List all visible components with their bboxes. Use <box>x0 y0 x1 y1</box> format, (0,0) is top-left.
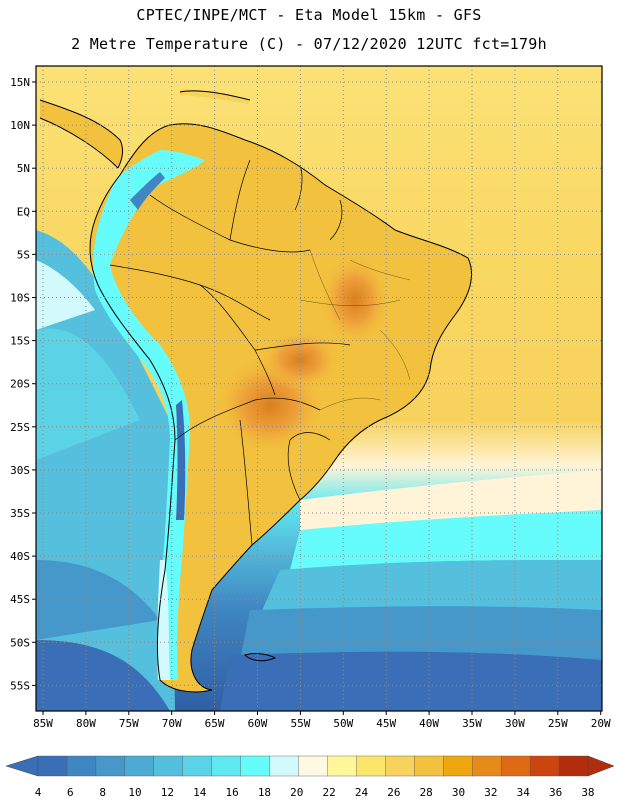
colorbar-box <box>153 755 184 777</box>
andes-cold-spine <box>93 150 205 680</box>
colorbar-box <box>414 755 444 777</box>
colorbar-box <box>269 755 300 777</box>
lat-label: 15S <box>10 335 30 348</box>
colorbar-left-arrow <box>5 755 39 777</box>
lon-label: 60W <box>248 717 268 730</box>
lat-label: 50S <box>10 636 30 649</box>
colorbar <box>5 755 615 777</box>
colorbar-label: 18 <box>258 786 271 799</box>
andes-deep-cold-south <box>176 400 186 520</box>
colorbar-box <box>95 755 126 777</box>
lat-label: 35S <box>10 507 30 520</box>
map-field <box>36 66 602 711</box>
state-borders <box>299 249 411 411</box>
atlantic-band-6 <box>220 651 602 711</box>
lon-label: 65W <box>205 717 225 730</box>
colorbar-box <box>472 755 502 777</box>
map-title-line-2: 2 Metre Temperature (C) - 07/12/2020 12U… <box>71 35 547 53</box>
andes-deep-cold-north <box>130 172 165 210</box>
pacific-cool-strip <box>36 260 95 330</box>
colorbar-label: 16 <box>225 786 238 799</box>
lat-label: 5N <box>17 162 30 175</box>
lon-label: 55W <box>290 717 310 730</box>
pacific-band-b <box>36 560 160 640</box>
colorbar-label: 22 <box>323 786 336 799</box>
colorbar-box <box>211 755 242 777</box>
colorbar-labels: 4 6 8 10 12 14 16 18 20 22 24 26 28 30 32 34 36 38 <box>35 786 595 799</box>
colorbar-label: 6 <box>67 786 74 799</box>
pacific-band-a <box>36 328 140 460</box>
patagonia-cool <box>157 560 170 680</box>
lon-label: 20W <box>591 717 611 730</box>
coastline <box>39 90 473 693</box>
colorbar-label: 12 <box>161 786 174 799</box>
colorbar-box <box>327 755 358 777</box>
colorbar-label: 28 <box>420 786 433 799</box>
longitude-labels: 85W 80W 75W 70W 65W 60W 55W 50W 45W 40W 35W 30W 25W 2… <box>33 717 611 730</box>
lon-label: 35W <box>462 717 482 730</box>
colorbar-label: 4 <box>35 786 42 799</box>
axis-ticks <box>32 81 602 715</box>
colorbar-label: 8 <box>99 786 106 799</box>
atlantic-band-14 <box>260 560 602 615</box>
country-borders <box>109 159 351 546</box>
colorbar-box <box>298 755 329 777</box>
central-america-land <box>40 100 123 168</box>
lon-label: 70W <box>162 717 182 730</box>
hot-core-mato-grosso <box>260 330 340 390</box>
lat-label: 55S <box>10 679 30 692</box>
lat-label: 10S <box>10 292 30 305</box>
colorbar-label: 24 <box>355 786 369 799</box>
atlantic-band-22 <box>300 470 602 540</box>
lat-label: 20S <box>10 378 30 391</box>
colorbar-label: 36 <box>549 786 562 799</box>
lat-label: 25S <box>10 421 30 434</box>
colorbar-box <box>385 755 416 777</box>
colorbar-box <box>240 755 271 777</box>
lat-label: EQ <box>17 205 30 218</box>
colorbar-label: 26 <box>387 786 400 799</box>
lon-label: 25W <box>548 717 568 730</box>
lon-label: 30W <box>505 717 525 730</box>
colorbar-box <box>529 755 560 777</box>
colorbar-label: 14 <box>193 786 207 799</box>
colorbar-box <box>37 755 68 777</box>
colorbar-right-arrow <box>587 755 615 777</box>
lat-label: 45S <box>10 593 30 606</box>
hot-core-brazil <box>320 255 390 345</box>
lat-label: 40S <box>10 550 30 563</box>
colorbar-box <box>124 755 155 777</box>
map-frame <box>35 65 603 712</box>
pacific-band-c <box>36 640 170 711</box>
colorbar-label: 20 <box>290 786 303 799</box>
colorbar-label: 38 <box>581 786 594 799</box>
lon-label: 50W <box>333 717 353 730</box>
colorbar-box <box>558 755 589 777</box>
lat-label: 10N <box>10 119 30 132</box>
colorbar-label: 32 <box>484 786 497 799</box>
lon-label: 80W <box>76 717 96 730</box>
atlantic-band-18 <box>290 510 602 570</box>
lat-label: 5S <box>17 248 30 261</box>
colorbar-label: 30 <box>452 786 465 799</box>
colorbar-box <box>182 755 213 777</box>
atlantic-band-10 <box>240 606 602 660</box>
colorbar-label: 10 <box>128 786 141 799</box>
colorbar-box <box>66 755 97 777</box>
colorbar-box <box>500 755 531 777</box>
latitude-labels: 15N 10N 5N EQ 5S 10S 15S 20S 25S 30S 35S 40S 45S 50S 5… <box>10 76 30 692</box>
map-title-line-1: CPTEC/INPE/MCT - Eta Model 15km - GFS <box>136 6 482 24</box>
lon-label: 45W <box>376 717 396 730</box>
lon-label: 75W <box>119 717 139 730</box>
colorbar-box <box>356 755 387 777</box>
colorbar-box <box>443 755 473 777</box>
lat-label: 15N <box>10 76 30 89</box>
lon-label: 40W <box>419 717 439 730</box>
lat-label: 30S <box>10 464 30 477</box>
caribbean-islands <box>180 89 250 104</box>
lon-label: 85W <box>33 717 53 730</box>
colorbar-label: 34 <box>517 786 531 799</box>
